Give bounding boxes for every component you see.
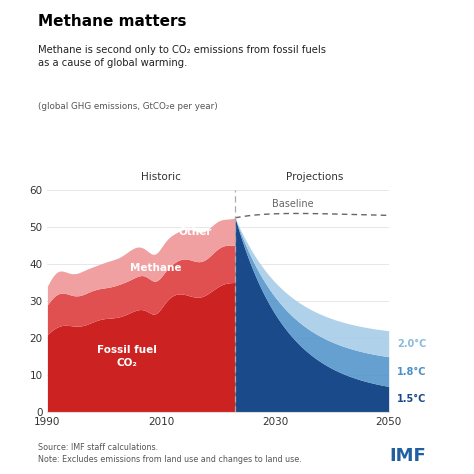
Text: Source: IMF staff calculations.
Note: Excludes emissions from land use and chang: Source: IMF staff calculations. Note: Ex… (38, 443, 301, 464)
Text: Fossil fuel
CO₂: Fossil fuel CO₂ (97, 345, 157, 368)
Text: Other: Other (179, 228, 212, 237)
Text: Methane matters: Methane matters (38, 14, 186, 29)
Text: Projections: Projections (286, 172, 344, 182)
Text: Methane is second only to CO₂ emissions from fossil fuels
as a cause of global w: Methane is second only to CO₂ emissions … (38, 45, 326, 68)
Text: (global GHG emissions, GtCO₂e per year): (global GHG emissions, GtCO₂e per year) (38, 102, 218, 111)
Text: IMF: IMF (390, 447, 427, 465)
Text: Methane: Methane (130, 263, 181, 273)
Text: Baseline: Baseline (272, 199, 313, 209)
Text: Historic: Historic (141, 172, 181, 182)
Text: 2.0°C: 2.0°C (397, 339, 427, 349)
Text: 1.5°C: 1.5°C (397, 394, 427, 404)
Text: 1.8°C: 1.8°C (397, 366, 427, 376)
